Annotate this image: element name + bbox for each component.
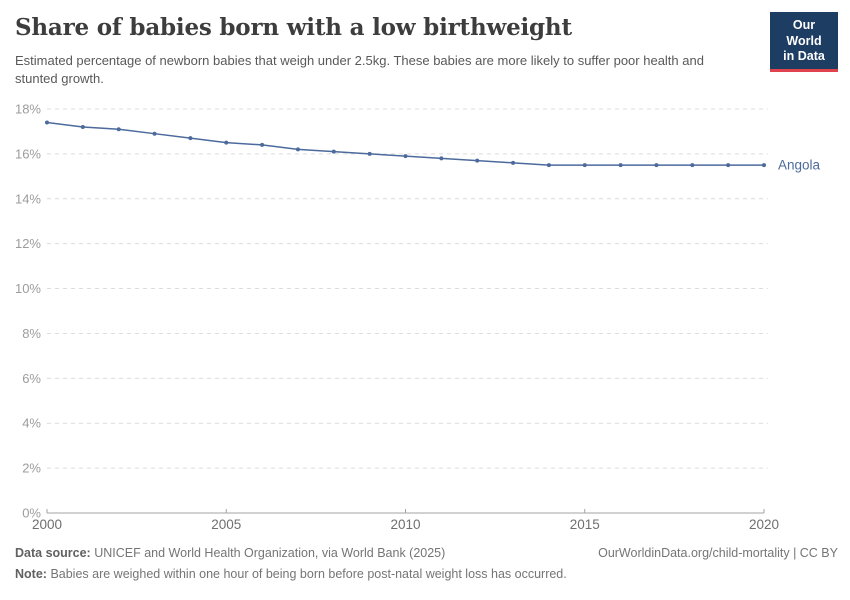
x-axis-labels: 2000 2005 2010 2015 2020 bbox=[32, 517, 779, 532]
series-markers[interactable] bbox=[45, 120, 766, 168]
x-tick-label: 2015 bbox=[570, 517, 600, 532]
footer-note-row: Note: Babies are weighed within one hour… bbox=[15, 567, 838, 581]
x-tick-label: 2020 bbox=[749, 517, 779, 532]
data-point bbox=[726, 163, 731, 168]
owid-logo: Our World in Data bbox=[770, 12, 838, 72]
data-source-value: UNICEF and World Health Organization, vi… bbox=[94, 546, 446, 560]
data-point bbox=[331, 149, 336, 154]
x-tick-label: 2010 bbox=[390, 517, 420, 532]
data-point bbox=[260, 142, 265, 147]
series-line bbox=[46, 121, 764, 166]
y-tick-label: 8% bbox=[22, 326, 41, 341]
data-source-label: Data source: bbox=[15, 546, 91, 560]
x-axis bbox=[46, 509, 765, 514]
y-tick-label: 18% bbox=[15, 102, 41, 117]
data-point bbox=[654, 163, 659, 168]
data-point bbox=[690, 163, 695, 168]
data-point bbox=[367, 151, 372, 156]
y-tick-label: 14% bbox=[15, 191, 41, 206]
data-point bbox=[403, 154, 408, 159]
data-point bbox=[439, 156, 444, 161]
series-end-label[interactable]: Angola bbox=[778, 158, 821, 173]
note-value: Babies are weighed within one hour of be… bbox=[50, 567, 567, 581]
data-point bbox=[546, 163, 551, 168]
owid-logo-line2: in Data bbox=[783, 49, 825, 64]
note-label: Note: bbox=[15, 567, 47, 581]
data-point bbox=[224, 140, 229, 145]
owid-logo-line1: Our World bbox=[786, 18, 822, 48]
data-point bbox=[762, 163, 766, 168]
y-tick-label: 10% bbox=[15, 281, 41, 296]
x-tick-label: 2000 bbox=[32, 517, 62, 532]
data-point bbox=[475, 158, 480, 163]
data-source-text: Data source: UNICEF and World Health Org… bbox=[15, 546, 445, 560]
page-title: Share of babies born with a low birthwei… bbox=[15, 14, 572, 41]
y-tick-label: 16% bbox=[15, 146, 41, 161]
data-point bbox=[618, 163, 623, 168]
footer-link[interactable]: OurWorldinData.org/child-mortality | CC … bbox=[598, 546, 838, 560]
y-tick-label: 4% bbox=[22, 416, 41, 431]
y-tick-label: 12% bbox=[15, 236, 41, 251]
data-point bbox=[295, 147, 300, 152]
line-chart[interactable]: 0% 2% 4% 6% 8% 10% 12% 14% 16% 18% 2000 2005 2010 201… bbox=[0, 95, 850, 545]
footer-sources-row: Data source: UNICEF and World Health Org… bbox=[15, 546, 838, 560]
chart-subtitle: Estimated percentage of newborn babies t… bbox=[15, 53, 704, 87]
y-tick-label: 0% bbox=[22, 506, 41, 521]
data-point bbox=[511, 160, 516, 165]
y-tick-label: 2% bbox=[22, 461, 41, 476]
data-point bbox=[152, 131, 157, 136]
data-point bbox=[116, 127, 121, 132]
y-tick-label: 6% bbox=[22, 371, 41, 386]
data-point bbox=[582, 163, 587, 168]
y-axis-labels: 0% 2% 4% 6% 8% 10% 12% 14% 16% 18% bbox=[15, 102, 41, 521]
gridlines bbox=[47, 108, 768, 469]
data-point bbox=[45, 120, 49, 125]
data-point bbox=[188, 136, 193, 141]
x-tick-label: 2005 bbox=[211, 517, 241, 532]
data-point bbox=[80, 124, 85, 129]
